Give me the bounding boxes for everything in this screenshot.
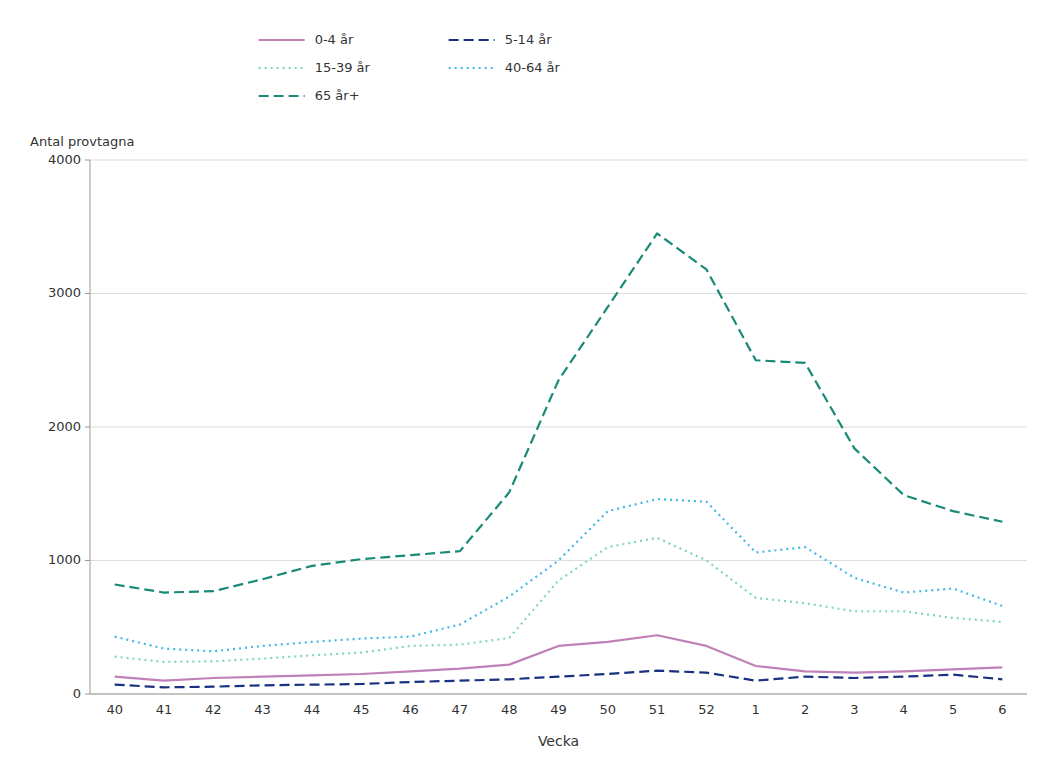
lines: [115, 233, 1003, 687]
legend-label: 5-14 år: [505, 32, 553, 47]
legend-label: 65 år+: [315, 88, 360, 103]
x-tick-label: 45: [353, 702, 370, 717]
x-tick-label: 44: [304, 702, 321, 717]
legend-swatch: [259, 95, 305, 97]
y-tick: [85, 427, 90, 428]
y-axis-label: Antal provtagna: [30, 134, 134, 149]
series-line: [115, 233, 1003, 592]
x-tick-label: 4: [900, 702, 908, 717]
grid-line: [90, 427, 1027, 428]
x-tick-label: 48: [501, 702, 518, 717]
grid-line: [90, 560, 1027, 561]
x-tick-label: 42: [205, 702, 222, 717]
x-tick-label: 50: [600, 702, 617, 717]
y-tick: [85, 560, 90, 561]
x-tick-label: 5: [949, 702, 957, 717]
grid-line: [90, 694, 1027, 695]
legend-label: 0-4 år: [315, 32, 354, 47]
legend-swatch: [449, 39, 495, 41]
x-tick-label: 41: [156, 702, 173, 717]
x-tick-label: 46: [402, 702, 419, 717]
y-tick: [85, 694, 90, 695]
x-tick-label: 6: [998, 702, 1006, 717]
x-axis-label: Vecka: [538, 733, 579, 749]
y-tick: [85, 160, 90, 161]
x-tick-label: 49: [550, 702, 567, 717]
legend-label: 15-39 år: [315, 60, 371, 75]
y-tick-label: 3000: [48, 285, 81, 300]
y-grid: 0 1000 2000 3000 4000: [48, 152, 1027, 701]
y-axis: [90, 160, 91, 694]
y-tick-label: 0: [73, 686, 81, 701]
x-tick-label: 51: [649, 702, 666, 717]
x-tick-label: 47: [452, 702, 469, 717]
x-tick-label: 52: [698, 702, 715, 717]
legend-label: 40-64 år: [505, 60, 561, 75]
series-line: [115, 538, 1003, 662]
x-tick-label: 40: [106, 702, 123, 717]
legend: 0-4 år 5-14 år 15-39 år 40-64 år 65 år+: [259, 32, 561, 103]
legend-swatch: [449, 67, 495, 69]
legend-swatch: [259, 67, 305, 69]
y-tick-label: 1000: [48, 552, 81, 567]
series-line: [115, 671, 1003, 688]
x-ticks: 40414243444546474849505152123456: [106, 702, 1006, 717]
x-tick-label: 43: [254, 702, 271, 717]
x-axis: [90, 694, 1027, 695]
grid-line: [90, 293, 1027, 294]
legend-swatch: [259, 39, 305, 41]
x-tick-label: 1: [752, 702, 760, 717]
x-tick-label: 2: [801, 702, 809, 717]
chart: 0100020003000400040414243444546474849505…: [0, 0, 1057, 769]
y-tick: [85, 293, 90, 294]
y-tick-label: 2000: [48, 419, 81, 434]
y-tick-label: 4000: [48, 152, 81, 167]
series-line: [115, 635, 1003, 680]
series-line: [115, 499, 1003, 651]
x-tick-label: 3: [850, 702, 858, 717]
grid-line: [90, 160, 1027, 161]
